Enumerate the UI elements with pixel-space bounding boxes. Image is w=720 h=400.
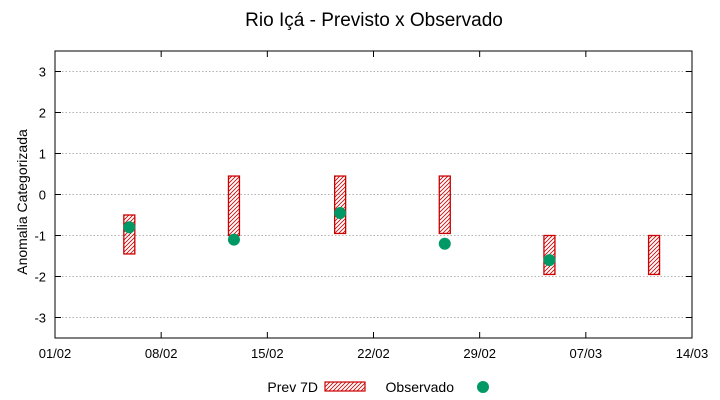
y-tick-label: 2	[39, 106, 46, 121]
y-axis: 3 2 1 0 -1 -2 -3	[34, 65, 692, 326]
x-tick-label: 14/03	[676, 346, 709, 361]
x-tick-label: 01/02	[39, 346, 72, 361]
forecast-range-bar	[438, 175, 451, 235]
y-tick-label: -1	[34, 229, 46, 244]
x-tick-label: 29/02	[463, 346, 496, 361]
forecast-range-bar	[333, 175, 347, 235]
observed-point	[543, 254, 556, 267]
legend-swatch-prev	[324, 381, 366, 392]
forecast-range-bar	[227, 175, 241, 237]
x-tick-label: 22/02	[357, 346, 390, 361]
x-tick-label: 08/02	[145, 346, 178, 361]
legend-label-prev: Prev 7D	[267, 379, 318, 395]
y-tick-label: 3	[39, 65, 46, 80]
y-tick-label: -3	[34, 311, 46, 326]
y-tick-label: 0	[39, 188, 46, 203]
observed-point	[438, 237, 451, 250]
forecast-range-bar	[647, 234, 661, 276]
observed-point	[227, 233, 240, 246]
y-tick-label: 1	[39, 147, 46, 162]
chart-title: Rio Içá - Previsto x Observado	[245, 10, 503, 31]
plot-frame	[54, 50, 693, 339]
chart-marks	[123, 175, 661, 276]
observed-point	[123, 221, 136, 234]
observed-point	[334, 206, 347, 219]
grid	[55, 71, 692, 318]
y-tick-label: -2	[34, 270, 46, 285]
x-tick-label: 15/02	[251, 346, 284, 361]
legend-label-observado: Observado	[386, 379, 455, 395]
legend-marker-observado	[477, 381, 489, 393]
forecast-range-bar	[123, 214, 136, 255]
x-tick-label: 07/03	[570, 346, 603, 361]
x-axis: 01/02 08/02 15/02 22/02 29/02 07/03 14/03	[39, 51, 709, 361]
y-axis-label: Anomalia Categorizada	[14, 129, 30, 275]
legend: Prev 7D Observado	[267, 379, 489, 395]
